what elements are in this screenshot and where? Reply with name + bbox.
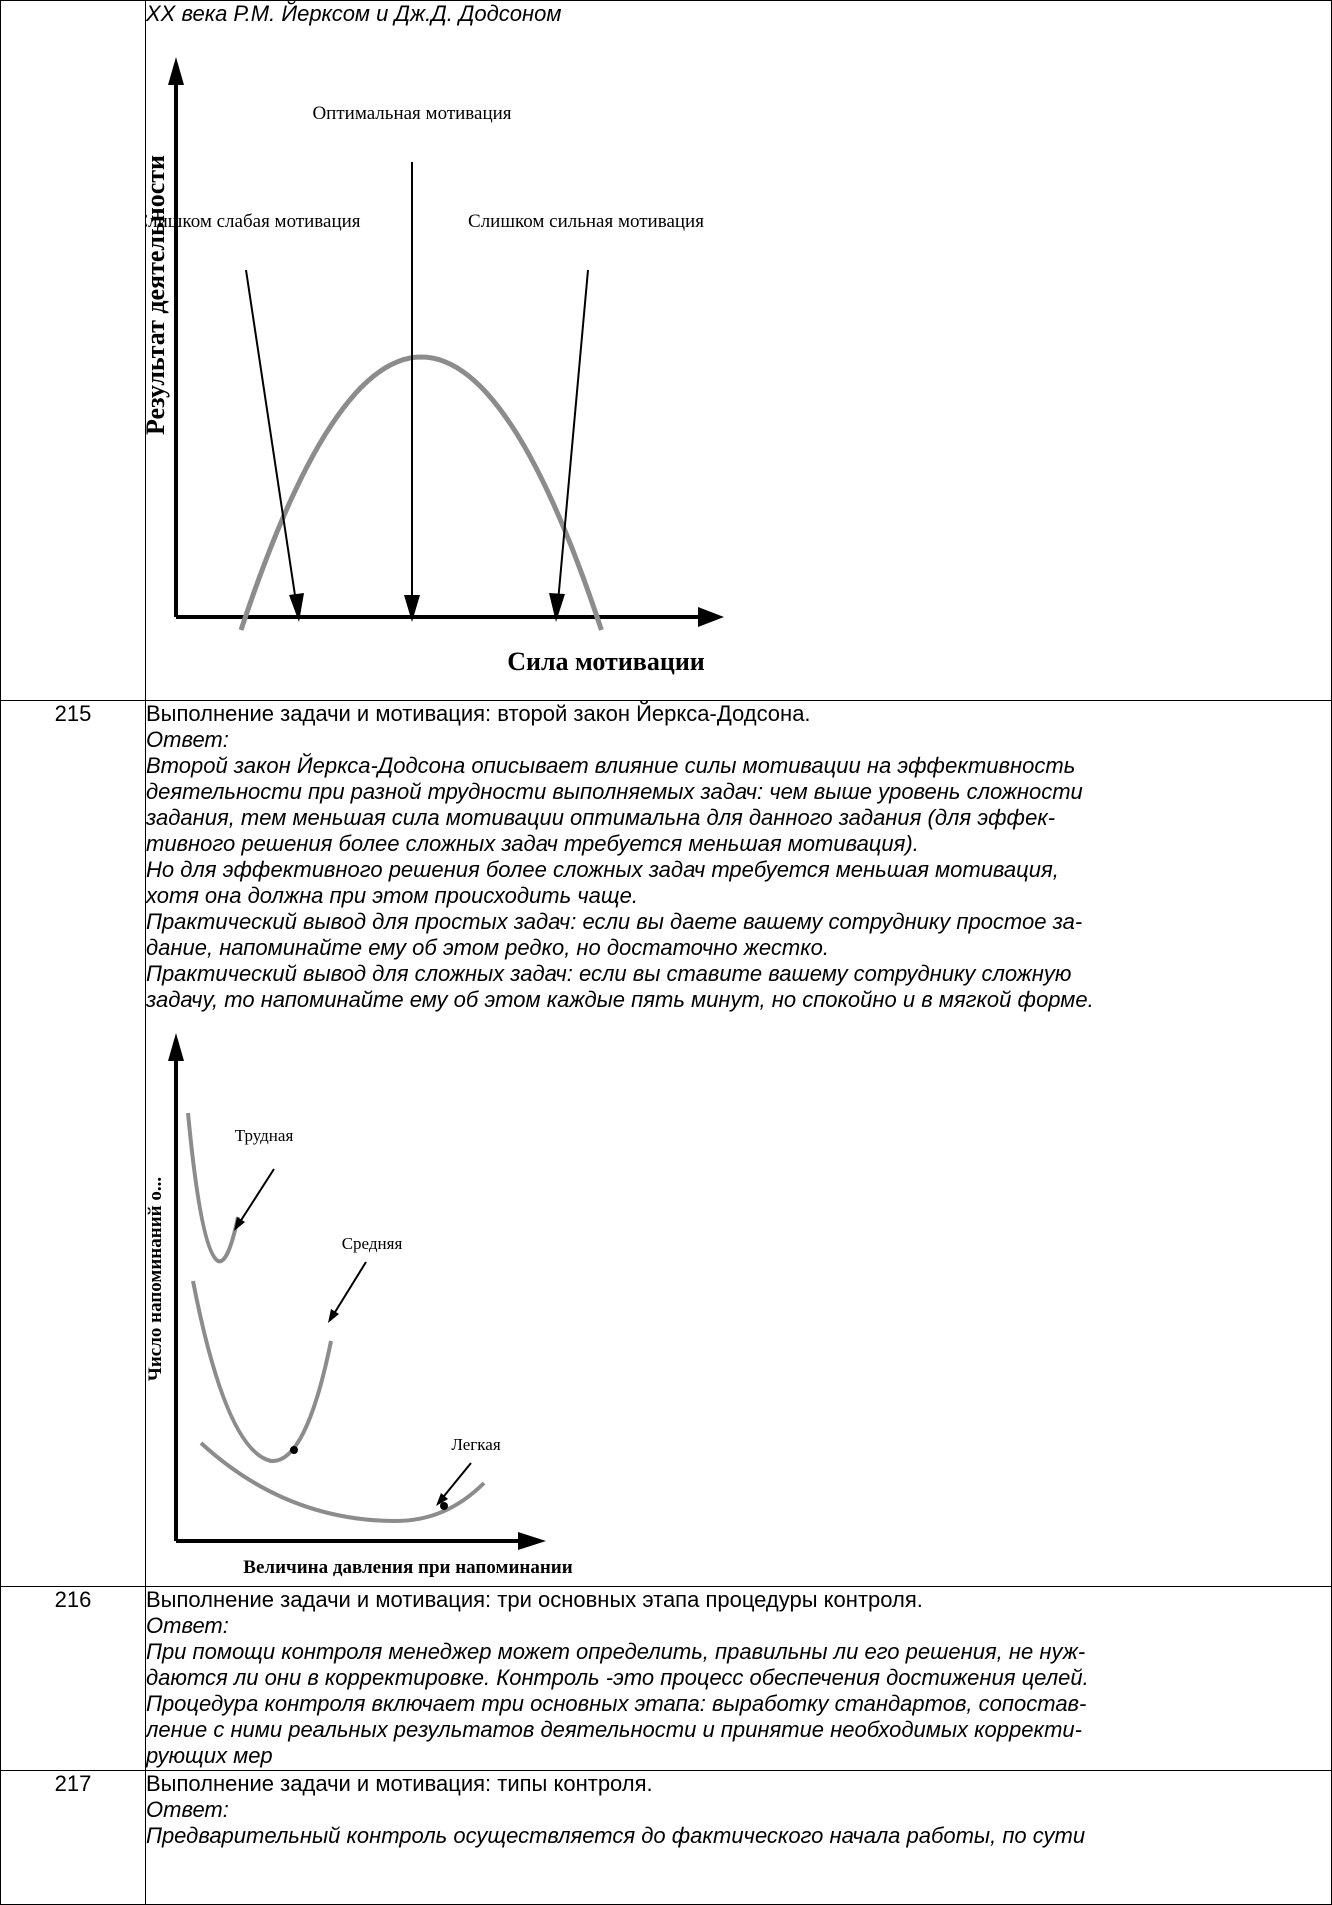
answer-text: Предварительный контроль осуществляется … — [146, 1823, 1331, 1849]
series-hard-curve — [186, 1112, 240, 1264]
answer-cell: Выполнение задачи и мотивация: типы конт… — [145, 1770, 1332, 1905]
table-row: 216 Выполнение задачи и мотивация: три о… — [0, 1586, 1332, 1771]
answer-line: Предварительный контроль осуществляется … — [146, 1823, 1086, 1848]
answer-cell: Выполнение задачи и мотивация: три основ… — [145, 1586, 1332, 1771]
question-text: Выполнение задачи и мотивация: типы конт… — [146, 1771, 653, 1796]
question-text: Выполнение задачи и мотивация: второй за… — [146, 701, 811, 726]
table-row: 215 Выполнение задачи и мотивация: второ… — [0, 700, 1332, 1587]
annotation-weak: Слишком слабая мотивация — [146, 211, 361, 232]
series-label-medium: Средняя — [342, 1234, 403, 1253]
x-axis-arrow — [698, 607, 724, 627]
answer-label: Ответ: — [146, 1613, 229, 1638]
yerkes-dodson-chart: Оптимальная мотивация Слишком слабая мот… — [146, 57, 724, 676]
x-axis-arrow — [518, 1532, 546, 1550]
weak-arrow — [245, 269, 297, 603]
answer-line: задачу, то напоминайте ему об этом кажды… — [146, 987, 1094, 1012]
optimal-arrowhead — [404, 595, 420, 622]
answer-line: ление с ними реальных результатов деятел… — [146, 1717, 1082, 1742]
strong-arrow — [557, 269, 589, 603]
table-row: 217 Выполнение задачи и мотивация: типы … — [0, 1770, 1332, 1905]
reminders-chart: Трудная Средняя Легкая Величина давления… — [146, 1033, 573, 1578]
y-axis-arrow — [168, 1033, 184, 1061]
medium-pointer — [331, 1261, 367, 1318]
answer-line: Но для эффективного решения более сложны… — [146, 857, 1059, 882]
answer-label: Ответ: — [146, 1797, 229, 1822]
y-axis-label: Результат деятельности — [146, 155, 170, 435]
easy-optimum-point — [440, 1502, 448, 1510]
answer-cell: XX века Р.М. Йерксом и Дж.Д. Додсоном Оп… — [145, 0, 1332, 701]
question-text: Выполнение задачи и мотивация: три основ… — [146, 1587, 923, 1612]
row-number: 215 — [0, 700, 146, 1587]
series-easy-curve — [199, 1441, 486, 1524]
answer-line: даются ли они в корректировке. Контроль … — [146, 1665, 1089, 1690]
easy-pointer — [439, 1462, 472, 1502]
answer-line: деятельности при разной трудности выполн… — [146, 779, 1083, 804]
answer-line: Практический вывод для сложных задач: ес… — [146, 961, 1072, 986]
continued-text: XX века Р.М. Йерксом и Дж.Д. Додсоном — [146, 1, 562, 26]
performance-curve — [238, 354, 604, 631]
answer-cell: Выполнение задачи и мотивация: второй за… — [145, 700, 1332, 1587]
answer-text: При помощи контроля менеджер может опред… — [146, 1639, 1331, 1769]
annotation-strong: Слишком сильная мотивация — [468, 211, 704, 232]
y-axis-label: Число напоминаний о... — [146, 1177, 166, 1381]
x-axis-label: Величина давления при напоминании — [243, 1557, 572, 1578]
hard-pointer-head — [234, 1217, 245, 1231]
weak-arrowhead — [289, 593, 304, 622]
answer-text: Второй закон Йеркса-Додсона описывает вл… — [146, 753, 1331, 1013]
hard-pointer — [237, 1168, 275, 1226]
series-label-easy: Легкая — [451, 1435, 500, 1454]
strong-arrowhead — [549, 593, 565, 622]
series-label-hard: Трудная — [235, 1126, 294, 1145]
table-row: XX века Р.М. Йерксом и Дж.Д. Додсоном Оп… — [0, 0, 1332, 701]
medium-optimum-point — [290, 1446, 298, 1454]
answer-line: рующих мер — [146, 1743, 273, 1768]
y-axis-arrow — [168, 57, 184, 85]
answer-line: дание, напоминайте ему об этом редко, но… — [146, 935, 829, 960]
annotation-optimal-1: Оптимальная мотивация — [312, 103, 511, 124]
answer-line: тивного решения более сложных задач треб… — [146, 831, 919, 856]
answer-label: Ответ: — [146, 727, 229, 752]
answer-line: При помощи контроля менеджер может опред… — [146, 1639, 1086, 1664]
easy-pointer-head — [436, 1493, 448, 1506]
answer-line: Практический вывод для простых задач: ес… — [146, 909, 1083, 934]
answer-line: Процедура контроля включает три основных… — [146, 1691, 1087, 1716]
series-medium-curve — [191, 1280, 333, 1464]
medium-pointer-head — [328, 1309, 339, 1323]
answer-line: хотя она должна при этом происходить чащ… — [146, 883, 638, 908]
row-number: 217 — [0, 1770, 146, 1905]
x-axis-label: Сила мотивации — [507, 647, 705, 676]
row-number-cell — [0, 0, 146, 701]
row-number: 216 — [0, 1586, 146, 1771]
answer-line: задания, тем меньшая сила мотивации опти… — [146, 805, 1056, 830]
answer-line: Второй закон Йеркса-Додсона описывает вл… — [146, 753, 1076, 778]
